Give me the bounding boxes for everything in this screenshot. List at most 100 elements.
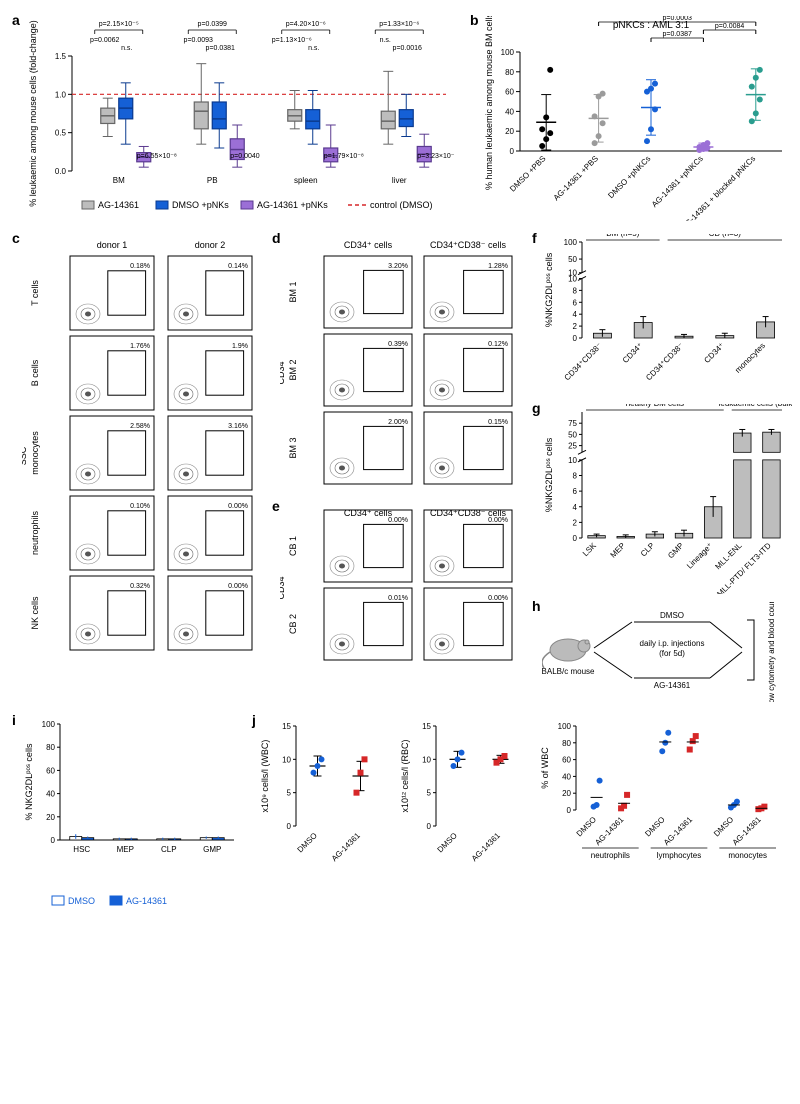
svg-text:flow cytometry and blood count: flow cytometry and blood counts <box>767 602 776 702</box>
panel-b-label: b <box>470 12 479 28</box>
svg-text:% leukaemic among mouse cells: % leukaemic among mouse cells (fold-chan… <box>28 20 38 207</box>
svg-text:daily i.p. injections: daily i.p. injections <box>640 639 705 648</box>
svg-text:p=3.23×10⁻⁶: p=3.23×10⁻⁶ <box>417 153 454 160</box>
svg-text:DMSO: DMSO <box>643 815 666 838</box>
svg-text:80: 80 <box>505 68 514 77</box>
svg-text:15: 15 <box>422 722 431 731</box>
svg-text:100: 100 <box>558 722 572 731</box>
svg-text:p=0.0093: p=0.0093 <box>184 37 213 44</box>
svg-text:0.18%: 0.18% <box>130 263 150 270</box>
svg-text:HSC: HSC <box>73 845 90 854</box>
svg-text:0.15%: 0.15% <box>488 419 508 426</box>
svg-text:0.39%: 0.39% <box>388 341 408 348</box>
svg-text:0.32%: 0.32% <box>130 583 150 590</box>
svg-text:BM (n=5): BM (n=5) <box>606 234 639 238</box>
svg-text:%NKG2DLᵖᵒˢ cells: %NKG2DLᵖᵒˢ cells <box>544 437 554 512</box>
svg-text:100: 100 <box>501 48 515 57</box>
svg-text:NK cells: NK cells <box>30 596 40 630</box>
svg-text:p=0.0062: p=0.0062 <box>90 37 119 44</box>
svg-text:25: 25 <box>568 442 577 451</box>
svg-text:AG-14361: AG-14361 <box>330 831 363 864</box>
svg-text:1.28%: 1.28% <box>488 263 508 270</box>
svg-text:p=2.15×10⁻⁵: p=2.15×10⁻⁵ <box>99 21 139 28</box>
svg-text:AG-14361: AG-14361 <box>126 896 167 906</box>
panel-a-chart: 0.00.51.01.5% leukaemic among mouse cell… <box>24 16 454 221</box>
svg-text:AG-14361: AG-14361 <box>662 815 695 848</box>
svg-text:10: 10 <box>422 755 431 764</box>
svg-text:60: 60 <box>46 766 55 775</box>
svg-text:p=0.0381: p=0.0381 <box>206 45 235 52</box>
svg-text:liver: liver <box>392 176 407 185</box>
svg-text:0.00%: 0.00% <box>388 517 408 524</box>
svg-text:AG-14361: AG-14361 <box>654 681 691 690</box>
svg-text:10: 10 <box>568 456 577 465</box>
svg-text:1.9%: 1.9% <box>232 343 248 350</box>
svg-text:monocytes: monocytes <box>30 431 40 475</box>
svg-text:40: 40 <box>46 790 55 799</box>
svg-text:5: 5 <box>427 789 432 798</box>
panel-i-legend: DMSOAG-14361 <box>42 892 262 912</box>
panel-j-chart: 051015x10⁹ cells/l (WBC)DMSOAG-143610510… <box>260 716 790 906</box>
svg-text:10: 10 <box>568 269 577 278</box>
svg-text:CD34⁺ cells: CD34⁺ cells <box>344 240 393 250</box>
svg-text:6: 6 <box>573 487 578 496</box>
svg-text:DMSO: DMSO <box>436 831 459 854</box>
svg-text:0: 0 <box>567 806 572 815</box>
svg-text:(for 5d): (for 5d) <box>659 649 685 658</box>
svg-text:2.00%: 2.00% <box>388 419 408 426</box>
svg-text:0.01%: 0.01% <box>388 595 408 602</box>
panel-e-label: e <box>272 498 280 514</box>
svg-text:0.00%: 0.00% <box>488 595 508 602</box>
svg-text:lymphocytes: lymphocytes <box>657 851 701 860</box>
svg-text:BM: BM <box>113 176 125 185</box>
svg-text:CB 2: CB 2 <box>288 614 298 634</box>
svg-text:0.0: 0.0 <box>55 167 67 176</box>
svg-text:1.76%: 1.76% <box>130 343 150 350</box>
svg-text:CD34: CD34 <box>280 576 286 599</box>
svg-text:DMSO: DMSO <box>660 611 684 620</box>
svg-text:p=4.20×10⁻⁶: p=4.20×10⁻⁶ <box>286 21 326 28</box>
svg-text:0.12%: 0.12% <box>488 341 508 348</box>
svg-text:100: 100 <box>42 720 56 729</box>
svg-text:p=1.79×10⁻⁸: p=1.79×10⁻⁸ <box>324 153 364 160</box>
panel-f-chart: 02468101050100%NKG2DLᵖᵒˢ cellsCD34⁺CD38⁻… <box>542 234 792 394</box>
svg-text:spleen: spleen <box>294 176 318 185</box>
svg-text:8: 8 <box>573 472 578 481</box>
svg-text:3.16%: 3.16% <box>228 423 248 430</box>
panel-g-label: g <box>532 400 541 416</box>
svg-text:0: 0 <box>51 836 56 845</box>
panel-c-label: c <box>12 230 20 246</box>
svg-text:p=0.0003: p=0.0003 <box>662 16 691 22</box>
svg-text:CLP: CLP <box>639 541 656 558</box>
svg-text:AG-14361 +pNKs: AG-14361 +pNKs <box>257 200 328 210</box>
svg-text:BM 3: BM 3 <box>288 437 298 458</box>
svg-text:DMSO +pNKs: DMSO +pNKs <box>172 200 229 210</box>
svg-text:AG-14361 +PBS: AG-14361 +PBS <box>552 154 600 202</box>
svg-text:n.s.: n.s. <box>380 37 391 44</box>
svg-text:3.20%: 3.20% <box>388 263 408 270</box>
svg-text:% NKG2DLᵖᵒˢ cells: % NKG2DLᵖᵒˢ cells <box>24 743 34 820</box>
svg-text:control (DMSO): control (DMSO) <box>370 200 433 210</box>
svg-text:neutrophils: neutrophils <box>591 851 630 860</box>
svg-text:BM 1: BM 1 <box>288 281 298 302</box>
svg-text:0: 0 <box>427 822 432 831</box>
svg-text:60: 60 <box>562 756 571 765</box>
panel-i-label: i <box>12 712 16 728</box>
svg-text:CD34⁺CD38⁻: CD34⁺CD38⁻ <box>644 341 685 382</box>
svg-text:40: 40 <box>562 772 571 781</box>
svg-text:% of WBC: % of WBC <box>540 747 550 789</box>
svg-text:1.0: 1.0 <box>55 90 67 99</box>
svg-text:50: 50 <box>568 430 577 439</box>
svg-text:DMSO: DMSO <box>296 831 319 854</box>
svg-text:T cells: T cells <box>30 280 40 306</box>
svg-text:0: 0 <box>573 534 578 543</box>
svg-text:leukaemic cells (bulk): leukaemic cells (bulk) <box>719 404 792 408</box>
panel-h-schematic: BALB/c mouseDMSOAG-14361daily i.p. injec… <box>542 602 792 702</box>
svg-text:MEP: MEP <box>117 845 134 854</box>
svg-text:p=1.33×10⁻⁶: p=1.33×10⁻⁶ <box>379 21 419 28</box>
svg-text:monocytes: monocytes <box>728 851 767 860</box>
svg-text:p=6.55×10⁻⁸: p=6.55×10⁻⁸ <box>137 153 177 160</box>
svg-text:x10⁹ cells/l (WBC): x10⁹ cells/l (WBC) <box>260 740 270 813</box>
svg-text:DMSO +PBS: DMSO +PBS <box>508 154 548 194</box>
svg-text:p=0.0016: p=0.0016 <box>393 45 422 52</box>
